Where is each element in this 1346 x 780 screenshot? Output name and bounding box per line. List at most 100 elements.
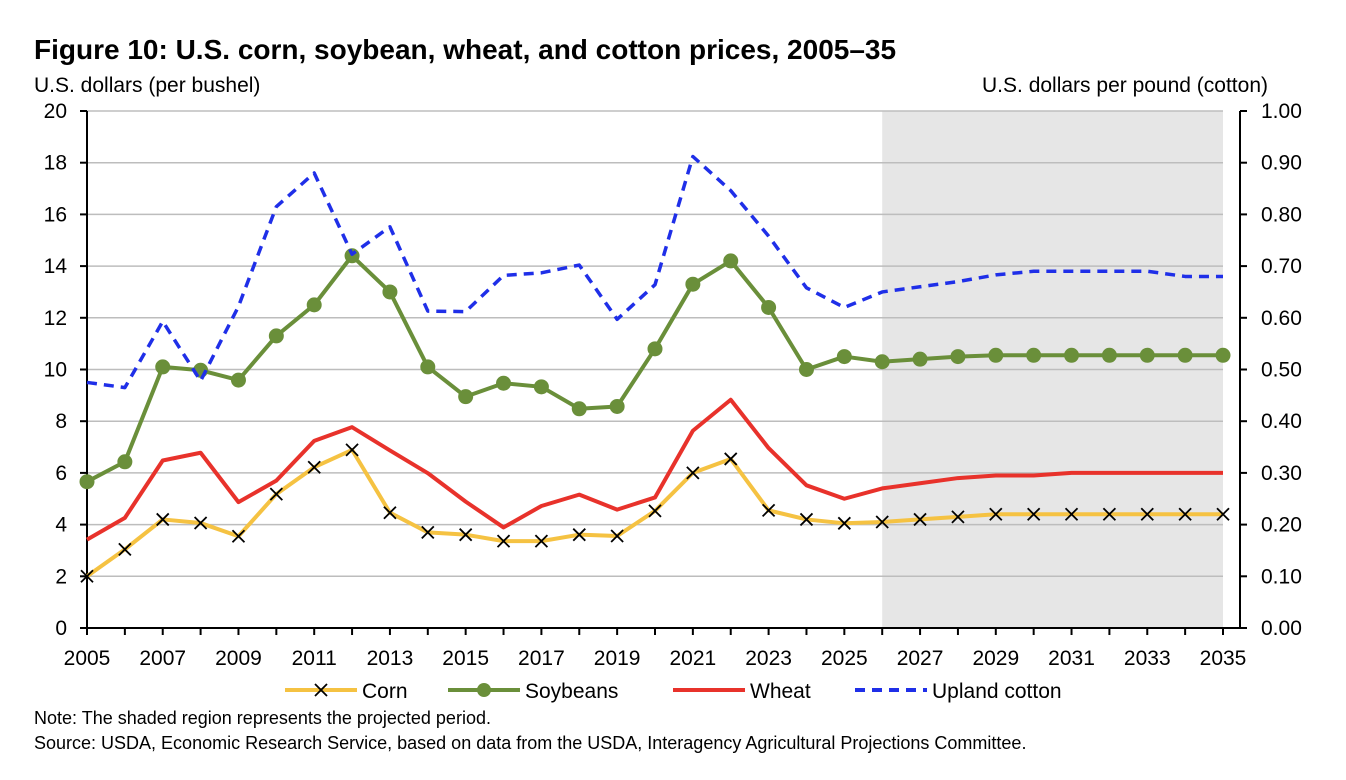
chart-note: Note: The shaded region represents the p… xyxy=(34,708,491,728)
y-right-tick-label: 1.00 xyxy=(1261,100,1302,123)
soybeans-point xyxy=(1177,347,1193,363)
y-left-tick-label: 10 xyxy=(44,359,67,382)
x-tick-label: 2025 xyxy=(821,647,868,670)
x-tick-label: 2009 xyxy=(215,647,262,670)
soybeans-point xyxy=(685,276,701,292)
x-tick-label: 2027 xyxy=(897,647,944,670)
x-tick-label: 2013 xyxy=(367,647,414,670)
series-line-upland-cotton xyxy=(86,154,1223,390)
corn-point xyxy=(648,504,662,518)
legend-label-wheat: Wheat xyxy=(750,680,811,703)
corn-point-stroke xyxy=(193,516,208,530)
y-left-tick-label: 12 xyxy=(44,307,67,330)
corn-point-stroke xyxy=(156,512,170,527)
y-right-tick-label: 0.60 xyxy=(1261,307,1302,330)
soybeans-point xyxy=(836,349,852,365)
corn-point-stroke xyxy=(307,460,321,474)
y-right-tick-label: 0.40 xyxy=(1261,410,1302,433)
soybeans-point xyxy=(117,454,133,470)
x-tick-label: 2023 xyxy=(745,647,792,670)
corn-point-stroke xyxy=(345,443,359,457)
y-axis-right-label: U.S. dollars per pound (cotton) xyxy=(982,74,1268,97)
corn-point-stroke xyxy=(610,529,624,543)
corn-point xyxy=(610,529,624,543)
y-right-tick-label: 0.30 xyxy=(1261,462,1302,485)
corn-point xyxy=(572,528,586,542)
soybeans-point xyxy=(155,359,171,375)
soybeans-point xyxy=(874,354,890,370)
soybeans-point xyxy=(268,328,284,344)
legend-label-corn: Corn xyxy=(362,680,408,703)
x-tick-label: 2031 xyxy=(1048,647,1095,670)
corn-point xyxy=(1027,507,1041,521)
corn-point-stroke xyxy=(913,512,927,527)
y-left-tick-label: 4 xyxy=(55,514,67,537)
corn-point xyxy=(231,529,246,543)
x-tick-label: 2021 xyxy=(670,647,717,670)
corn-point xyxy=(80,569,94,583)
corn-point-stroke xyxy=(837,516,851,530)
corn-point xyxy=(799,512,814,527)
y-left-tick-label: 2 xyxy=(55,565,67,588)
x-tick-label: 2029 xyxy=(972,647,1019,670)
corn-point xyxy=(307,460,321,474)
corn-point xyxy=(383,506,397,520)
y-left-tick-label: 8 xyxy=(55,410,67,433)
legend-label-soybeans: Soybeans xyxy=(525,680,618,703)
corn-point-stroke xyxy=(1216,507,1230,521)
legend-marker-stroke xyxy=(314,683,328,697)
corn-point xyxy=(1102,507,1117,521)
corn-point xyxy=(875,515,889,529)
soybeans-point xyxy=(1215,347,1231,363)
corn-point-stroke xyxy=(496,534,511,548)
corn-point xyxy=(951,510,965,524)
soybeans-point xyxy=(1026,347,1042,363)
soybeans-point xyxy=(79,474,95,490)
y-right-tick-label: 0.20 xyxy=(1261,514,1302,537)
y-left-tick-label: 18 xyxy=(44,152,67,175)
corn-point-stroke xyxy=(761,503,776,518)
y-right-tick-label: 0.70 xyxy=(1261,255,1302,278)
corn-point xyxy=(913,512,927,527)
corn-point-stroke xyxy=(80,569,94,583)
corn-point-stroke xyxy=(1178,507,1192,521)
soybeans-point xyxy=(571,401,587,417)
soybeans-point xyxy=(912,351,928,367)
chart-source: Source: USDA, Economic Research Service,… xyxy=(34,733,1027,753)
legend-marker-soybeans xyxy=(477,683,491,697)
soybeans-point xyxy=(798,362,814,377)
x-tick-label: 2005 xyxy=(64,647,111,670)
x-tick-label: 2015 xyxy=(442,647,489,670)
corn-point-stroke xyxy=(1140,507,1154,521)
soybeans-point xyxy=(420,359,436,375)
y-right-tick-label: 0.00 xyxy=(1261,617,1302,640)
corn-point-stroke xyxy=(951,510,965,524)
corn-point xyxy=(1140,507,1154,521)
corn-point-stroke xyxy=(118,542,132,557)
corn-point xyxy=(989,507,1003,521)
corn-point xyxy=(269,487,283,501)
corn-point xyxy=(345,443,359,457)
y-left-tick-label: 20 xyxy=(44,100,67,123)
series-line-wheat xyxy=(86,397,1223,542)
corn-point xyxy=(534,534,549,548)
soybeans-point xyxy=(533,379,549,395)
soybeans-point xyxy=(230,372,246,388)
corn-point xyxy=(761,503,776,518)
corn-point-stroke xyxy=(1102,507,1117,521)
soybeans-point xyxy=(1064,347,1080,363)
corn-point-stroke xyxy=(572,528,586,542)
y-left-tick-label: 16 xyxy=(44,203,67,226)
chart-title: Figure 10: U.S. corn, soybean, wheat, an… xyxy=(34,34,897,65)
corn-point-stroke xyxy=(1027,507,1041,521)
soybeans-point xyxy=(609,398,625,414)
corn-point-stroke xyxy=(534,534,549,548)
soybeans-point xyxy=(1139,347,1155,363)
corn-point xyxy=(193,516,208,530)
corn-point xyxy=(1064,507,1079,521)
x-tick-label: 2007 xyxy=(139,647,186,670)
corn-point-stroke xyxy=(648,504,662,518)
corn-point-stroke xyxy=(875,515,889,529)
corn-point xyxy=(837,516,851,530)
